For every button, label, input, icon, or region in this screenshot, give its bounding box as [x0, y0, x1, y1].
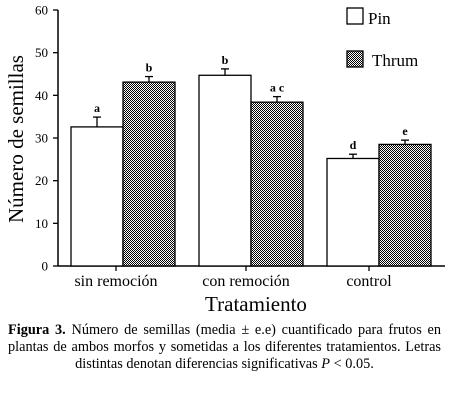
- significance-letter: d: [350, 138, 357, 152]
- figure-caption: Figura 3. Número de semillas (media ± e.…: [8, 322, 441, 373]
- bar-pin: [326, 157, 380, 267]
- y-tick-label: 40: [35, 88, 48, 103]
- y-tick-label: 10: [35, 216, 48, 231]
- significance-letter: b: [222, 53, 229, 67]
- x-category-label: sin remoción: [74, 273, 157, 290]
- legend-swatch-thrum: [346, 50, 364, 68]
- legend-swatch-pin: [346, 7, 364, 25]
- bar-chart: 0 10 20 30 40 50 60 sin remoción a b con remoción b…: [4, 3, 445, 316]
- significance-letter: a: [94, 101, 100, 115]
- y-tick-label: 60: [35, 3, 48, 18]
- y-tick-label: 50: [35, 45, 48, 60]
- caption-p-symbol: P: [321, 356, 331, 372]
- significance-letter: a c: [270, 81, 285, 95]
- plot-area: 0 10 20 30 40 50 60 sin remoción a b con remoción b…: [35, 3, 445, 290]
- significance-letter: e: [402, 124, 408, 138]
- y-tick-label: 0: [42, 259, 49, 274]
- caption-p-rest: < 0.05.: [330, 356, 374, 372]
- bar-pin: [70, 126, 124, 267]
- x-category-label: control: [346, 273, 392, 290]
- y-axis-title: Número de semillas: [4, 55, 28, 223]
- x-category-label: con remoción: [202, 273, 290, 290]
- caption-text: Número de semillas (media ± e.e) cuantif…: [8, 322, 441, 372]
- bar-pin: [198, 74, 252, 267]
- bar-thrum: [250, 101, 304, 267]
- x-axis-title: Tratamiento: [205, 292, 307, 316]
- bar-thrum: [122, 81, 176, 267]
- y-tick-label: 30: [35, 131, 48, 146]
- legend-label-thrum: Thrum: [372, 51, 418, 70]
- significance-letter: b: [146, 61, 153, 75]
- legend-label-pin: Pin: [368, 9, 391, 28]
- caption-label: Figura 3.: [8, 322, 66, 338]
- bar-thrum: [378, 143, 432, 267]
- y-tick-label: 20: [35, 173, 48, 188]
